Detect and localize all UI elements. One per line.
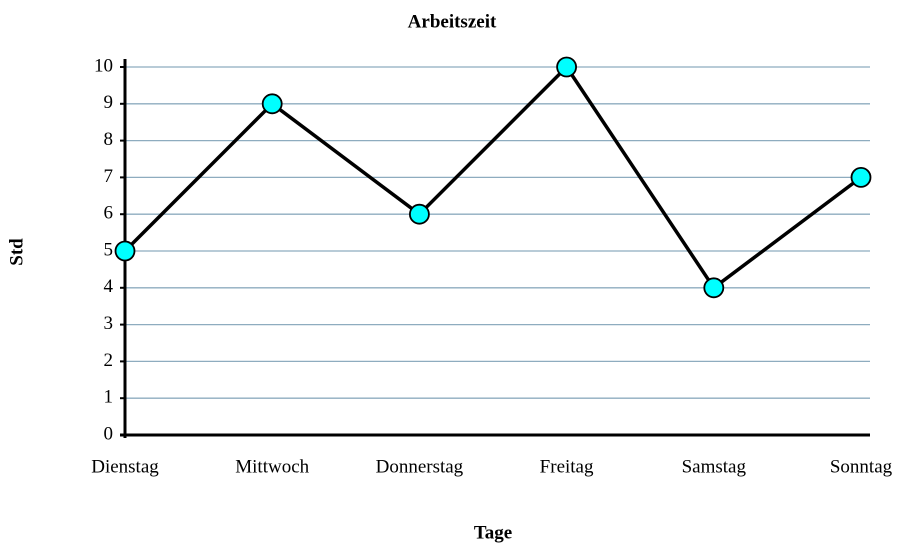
y-tick-label: 5: [104, 239, 114, 260]
marker: [850, 166, 872, 188]
x-tick-label: Freitag: [540, 456, 594, 477]
marker: [261, 93, 283, 115]
chart-title: Arbeitszeit: [408, 11, 497, 32]
y-tick-label: 9: [104, 92, 114, 113]
line: [123, 65, 863, 290]
y-tick-label: 0: [104, 423, 114, 444]
y-axis-label: Std: [6, 238, 27, 266]
marker: [703, 277, 725, 299]
y-tick-label: 8: [104, 129, 114, 150]
x-tick-label: Samstag: [682, 456, 747, 477]
y-tick-label: 6: [104, 203, 114, 224]
x-tick-label: Dienstag: [91, 456, 159, 477]
x-tick-label: Mittwoch: [235, 456, 309, 477]
y-tick-label: 10: [94, 55, 113, 76]
x-tick-label: Sonntag: [830, 456, 893, 477]
y-tick-label: 7: [104, 166, 114, 187]
y-tick-label: 1: [104, 387, 114, 408]
marker: [114, 240, 136, 262]
y-tick-label: 4: [104, 276, 114, 297]
y-tick-label: 3: [104, 313, 114, 334]
x-axis-label: Tage: [474, 522, 512, 543]
marker: [408, 203, 430, 225]
marker: [556, 56, 577, 78]
y-tick-label: 2: [104, 350, 114, 371]
x-tick-label: Donnerstag: [376, 456, 464, 477]
